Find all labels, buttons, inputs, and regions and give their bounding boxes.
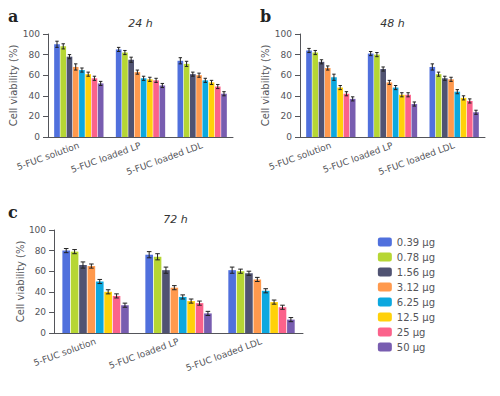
svg-text:0.78 μg: 0.78 μg <box>397 252 435 263</box>
svg-text:72 h: 72 h <box>163 213 187 226</box>
svg-text:1.56 μg: 1.56 μg <box>397 267 435 278</box>
svg-text:100: 100 <box>23 29 40 39</box>
svg-text:b: b <box>260 7 271 26</box>
svg-text:60: 60 <box>29 70 41 80</box>
svg-text:100: 100 <box>275 29 292 39</box>
svg-text:20: 20 <box>281 111 293 121</box>
svg-text:48 h: 48 h <box>380 17 404 30</box>
svg-text:40: 40 <box>35 287 47 297</box>
svg-text:6.25 μg: 6.25 μg <box>397 297 435 308</box>
svg-text:5-FUC loaded LP: 5-FUC loaded LP <box>321 140 395 175</box>
svg-text:Cell viability (%): Cell viability (%) <box>8 45 19 127</box>
svg-text:Cell viability (%): Cell viability (%) <box>15 241 26 323</box>
svg-text:60: 60 <box>35 266 47 276</box>
svg-text:a: a <box>8 7 18 26</box>
svg-text:0.39 μg: 0.39 μg <box>397 237 435 248</box>
svg-text:5-FUC loaded LP: 5-FUC loaded LP <box>108 336 181 371</box>
svg-text:5-FUC solution: 5-FUC solution <box>32 336 97 368</box>
svg-text:Cell viability (%): Cell viability (%) <box>260 45 271 127</box>
svg-text:24 h: 24 h <box>128 17 152 30</box>
svg-text:5-FUC loaded LDL: 5-FUC loaded LDL <box>125 140 204 177</box>
svg-text:80: 80 <box>35 246 47 256</box>
svg-text:60: 60 <box>281 70 293 80</box>
svg-text:5-FUC loaded LP: 5-FUC loaded LP <box>69 140 143 175</box>
svg-text:c: c <box>8 203 18 222</box>
svg-text:0: 0 <box>286 132 292 142</box>
svg-text:40: 40 <box>281 91 293 101</box>
svg-text:0: 0 <box>40 328 46 338</box>
svg-text:25 μg: 25 μg <box>397 327 426 338</box>
svg-text:3.12 μg: 3.12 μg <box>397 282 435 293</box>
svg-text:20: 20 <box>35 307 47 317</box>
svg-text:80: 80 <box>281 50 293 60</box>
svg-text:20: 20 <box>29 111 41 121</box>
svg-text:80: 80 <box>29 50 41 60</box>
svg-text:40: 40 <box>29 91 41 101</box>
svg-text:50 μg: 50 μg <box>397 342 426 353</box>
svg-text:0: 0 <box>34 132 40 142</box>
svg-text:5-FUC solution: 5-FUC solution <box>267 140 333 173</box>
svg-text:5-FUC solution: 5-FUC solution <box>15 140 81 173</box>
svg-text:12.5 μg: 12.5 μg <box>397 312 435 323</box>
svg-text:100: 100 <box>29 225 46 235</box>
svg-text:5-FUC loaded LDL: 5-FUC loaded LDL <box>377 140 456 177</box>
svg-text:5-FUC loaded LDL: 5-FUC loaded LDL <box>184 336 263 373</box>
